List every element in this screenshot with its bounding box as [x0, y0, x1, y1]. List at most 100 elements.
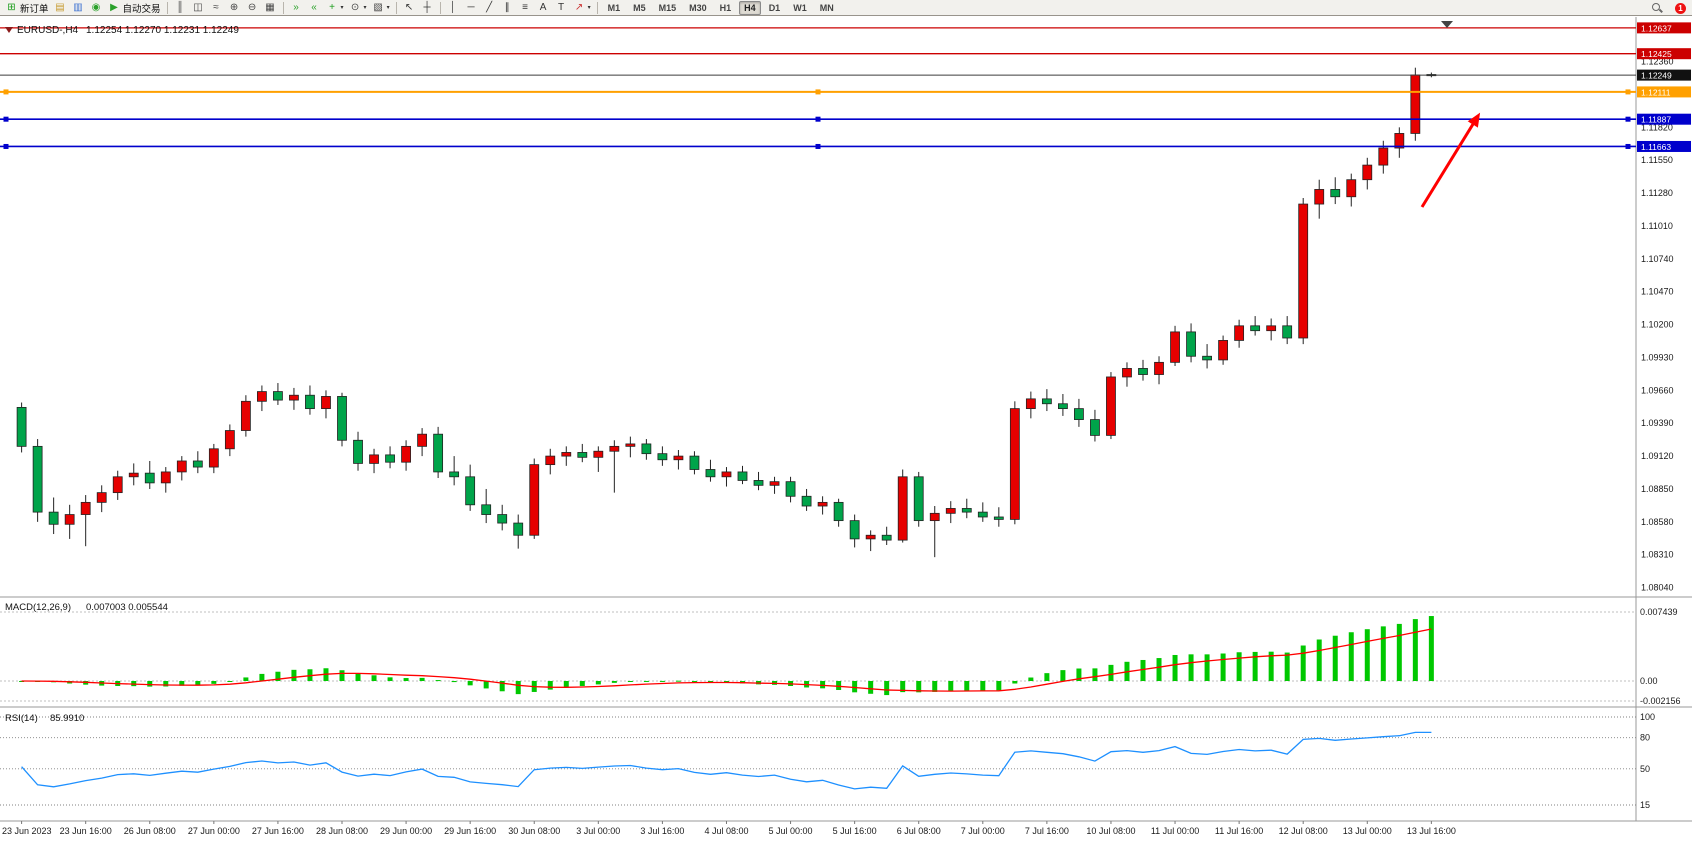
- line-handle[interactable]: [3, 89, 9, 95]
- macd-histogram-bar: [451, 681, 457, 683]
- templates-button[interactable]: ▧ ▾: [370, 1, 392, 15]
- line-handle[interactable]: [815, 89, 821, 95]
- chart-shift-marker[interactable]: [1441, 21, 1453, 28]
- timeframe-w1-button[interactable]: W1: [793, 2, 807, 13]
- new-order-button[interactable]: ⊞ 新订单: [3, 1, 51, 15]
- chart-collapse-icon[interactable]: [5, 27, 13, 33]
- candle-body: [721, 471, 732, 478]
- text-label-button[interactable]: T: [553, 1, 570, 15]
- notification-badge[interactable]: 1: [1675, 2, 1686, 14]
- time-axis-label: 11 Jul 16:00: [1215, 826, 1263, 836]
- candle-body: [1362, 164, 1373, 181]
- equidistant-channel-button[interactable]: ∥: [499, 1, 516, 15]
- trendline-button[interactable]: ╱: [481, 1, 498, 15]
- candlestick-chart-button[interactable]: ◫: [190, 1, 207, 15]
- macd-histogram-bar: [547, 681, 553, 690]
- candle-body: [465, 476, 476, 506]
- charts-profile-button[interactable]: ▤: [52, 1, 69, 15]
- candle-body: [224, 430, 235, 450]
- price-axis-label: 1.10740: [1641, 254, 1674, 264]
- dropdown-caret-icon: ▾: [587, 5, 591, 11]
- line-handle[interactable]: [3, 116, 9, 122]
- vertical-line-button[interactable]: │: [445, 1, 462, 15]
- macd-histogram-bar: [852, 681, 858, 693]
- price-tag-label: 1.12249: [1641, 71, 1672, 81]
- macd-histogram-bar: [387, 677, 393, 681]
- line-chart-button[interactable]: ≈: [208, 1, 225, 15]
- time-axis-label: 3 Jul 00:00: [576, 826, 620, 836]
- macd-histogram-bar: [1380, 626, 1386, 681]
- tile-windows-button[interactable]: ▦: [262, 1, 279, 15]
- candle-body: [273, 391, 283, 401]
- search-icon[interactable]: [1651, 2, 1663, 14]
- horizontal-line-button[interactable]: ─: [463, 1, 480, 15]
- timeframe-m30-button[interactable]: M30: [689, 2, 707, 13]
- candle-body: [385, 454, 395, 463]
- candle-body: [1378, 147, 1389, 166]
- price-axis-label: 1.09930: [1641, 352, 1674, 362]
- data-window-button[interactable]: ▥: [70, 1, 87, 15]
- time-axis: 23 Jun 2023 23 Jun 16:00 26 Jun 08:00 27 Ju…: [2, 821, 1456, 836]
- line-handle[interactable]: [1625, 143, 1631, 149]
- zoom-in-button[interactable]: ⊕: [226, 1, 243, 15]
- macd-histogram-bar: [707, 681, 713, 683]
- trend-arrow-annotation[interactable]: [1420, 112, 1481, 208]
- candle-body: [753, 480, 764, 486]
- macd-histogram-bar: [275, 671, 281, 681]
- toolbar-right-group: 1: [1651, 2, 1686, 14]
- timeframe-d1-button[interactable]: D1: [768, 2, 781, 13]
- timeframe-m1-button[interactable]: M1: [607, 2, 621, 13]
- time-axis-label: 29 Jun 16:00: [444, 826, 496, 836]
- indicators-button[interactable]: + ▾: [324, 1, 346, 15]
- timeframe-h1-button[interactable]: H1: [719, 2, 732, 13]
- time-axis-label: 13 Jul 16:00: [1407, 826, 1456, 836]
- fibonacci-button[interactable]: ≡: [517, 1, 534, 15]
- candle-body: [593, 450, 604, 458]
- macd-histogram-bar: [659, 680, 665, 682]
- price-axis: 1.12360 1.11820 1.11550 1.11280 1.11010 1.107…: [1641, 57, 1674, 593]
- macd-histogram-bar: [579, 681, 585, 686]
- time-axis-label: 7 Jul 00:00: [961, 826, 1005, 836]
- navigator-button[interactable]: ◉: [88, 1, 105, 15]
- chart-shift-button[interactable]: «: [306, 1, 323, 15]
- timeframe-m15-button[interactable]: M15: [658, 2, 677, 13]
- timeframe-h4-button[interactable]: H4: [739, 0, 761, 15]
- line-handle[interactable]: [1625, 116, 1631, 122]
- cursor-icon: ↖: [404, 2, 414, 13]
- candle-body: [1106, 376, 1116, 436]
- price-tags: 1.12637 1.12425 1.12249 1.12111 1.11887 1.116…: [1637, 22, 1691, 152]
- chart-area[interactable]: 1.12360 1.11820 1.11550 1.11280 1.11010 1.107…: [0, 17, 1692, 843]
- timeframe-m5-button[interactable]: M5: [633, 2, 646, 13]
- arrows-icon: ↗: [574, 2, 584, 13]
- candlestick-series: [16, 67, 1437, 558]
- candle-body: [176, 460, 187, 473]
- price-tag: [1637, 113, 1691, 125]
- bar-chart-button[interactable]: ║: [172, 1, 189, 15]
- candle-body: [1282, 325, 1293, 339]
- timeframe-mn-button[interactable]: MN: [819, 2, 834, 13]
- line-handle[interactable]: [1625, 89, 1631, 95]
- candle-body: [1041, 398, 1052, 405]
- periods-button[interactable]: ⊙ ▾: [347, 1, 369, 15]
- macd-histogram-bar: [996, 681, 1002, 691]
- candle-body: [192, 460, 203, 468]
- crosshair-button[interactable]: ┼: [419, 1, 436, 15]
- macd-histogram-bar: [499, 681, 505, 692]
- line-handle[interactable]: [3, 143, 9, 149]
- arrows-button[interactable]: ↗ ▾: [571, 1, 593, 15]
- new-order-icon: ⊞: [7, 2, 16, 13]
- cursor-button[interactable]: ↖: [401, 1, 418, 15]
- price-tag-label: 1.11663: [1641, 142, 1671, 152]
- text-button[interactable]: A: [535, 1, 552, 15]
- auto-scroll-button[interactable]: »: [288, 1, 305, 15]
- zoom-out-button[interactable]: ⊖: [244, 1, 261, 15]
- line-handle[interactable]: [815, 143, 821, 149]
- macd-histogram-bar: [916, 681, 922, 693]
- price-axis-label: 1.08580: [1641, 517, 1674, 527]
- candle-body: [497, 514, 508, 524]
- candle-body: [1218, 340, 1228, 361]
- time-axis-label: 26 Jun 08:00: [124, 826, 176, 836]
- line-handle[interactable]: [815, 116, 821, 122]
- auto-trading-button[interactable]: ▶ 自动交易: [106, 1, 163, 15]
- price-tag: [1637, 86, 1691, 98]
